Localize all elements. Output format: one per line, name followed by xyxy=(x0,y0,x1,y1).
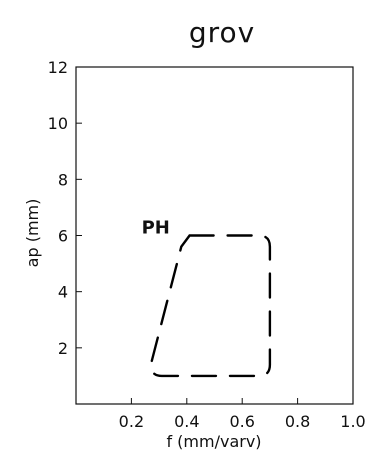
y-axis-label-group: ap (mm) xyxy=(23,199,42,268)
y-tick-label: 8 xyxy=(58,170,68,189)
series-label: PH xyxy=(142,218,170,239)
x-tick-label: 0.8 xyxy=(285,412,310,431)
chart-title: grov xyxy=(189,16,255,49)
x-tick-label: 0.4 xyxy=(174,412,199,431)
y-tick-label: 2 xyxy=(58,339,68,358)
ticks-layer: 0.2 0.4 0.6 0.8 1.0 2 4 6 8 10 12 xyxy=(48,58,366,431)
y-tick-label: 6 xyxy=(58,227,68,246)
y-tick-label: 10 xyxy=(48,114,68,133)
y-axis-label: ap (mm) xyxy=(23,199,42,268)
x-tick-label: 0.2 xyxy=(119,412,144,431)
x-tick-label: 0.6 xyxy=(229,412,254,431)
series-layer: PH xyxy=(142,218,272,378)
series-ph-envelope xyxy=(149,234,272,378)
y-tick-label: 4 xyxy=(58,283,68,302)
x-tick-label: 1.0 xyxy=(340,412,365,431)
y-tick-label: 12 xyxy=(48,58,68,77)
x-axis-label: f (mm/varv) xyxy=(166,432,261,451)
